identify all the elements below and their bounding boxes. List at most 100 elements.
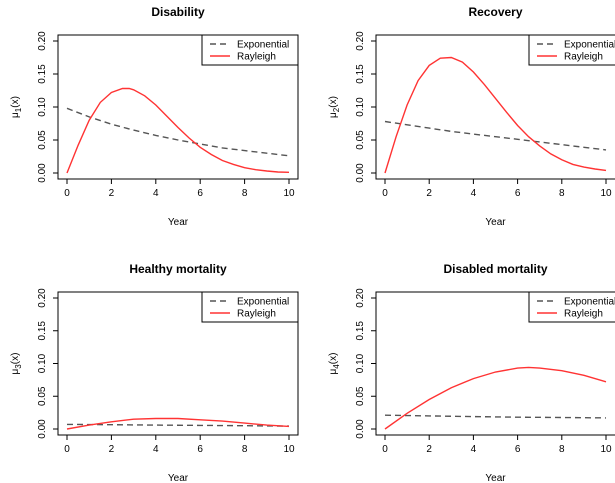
chart-panel-2: Recovery 0 2 4 6 8 10 0.00 0.05 0.10 0.15 0.20 Year μ… [328,5,615,228]
y-tick-label: 0.00 [355,163,366,183]
y-tick-label: 0.05 [37,130,48,150]
series-group [384,56,607,174]
legend-label: Rayleigh [564,52,603,63]
y-axis-label: μ1(x) [10,96,23,118]
legend-label: Rayleigh [237,52,276,63]
legend-box [528,291,615,323]
y-axis-label-subscript: 3 [14,364,23,369]
y-tick-label: 0.05 [355,386,366,406]
y-axis-label-argument: (x) [10,96,21,108]
x-tick-label: 2 [109,188,115,199]
x-axis-label: Year [485,217,506,228]
x-tick-label: 6 [197,188,203,199]
legend-box [528,34,615,66]
y-tick-label: 0.20 [355,288,366,308]
panel-title: Healthy mortality [129,262,227,276]
series-line-rayleigh [66,87,290,174]
y-axis-label-symbol: μ [328,368,339,374]
x-tick-label: 8 [242,444,248,455]
y-tick-label: 0.05 [37,386,48,406]
y-axis-label-argument: (x) [328,96,339,108]
chart-panel-3: Healthy mortality 0 2 4 6 8 10 0.00 0.05 0.10 0.15… [10,262,299,483]
x-tick-label: 4 [471,188,477,199]
series-group [384,366,607,430]
y-axis-label: μ2(x) [328,96,341,118]
x-tick-label: 6 [197,444,203,455]
y-axis-label-symbol: μ [10,112,21,118]
y-axis-label-symbol: μ [10,368,21,374]
x-tick-label: 4 [153,444,159,455]
series-line-rayleigh [384,56,607,174]
legend-label: Rayleigh [237,309,276,320]
y-axis-label-symbol: μ [328,112,339,118]
legend-box [201,291,299,323]
y-tick-label: 0.10 [37,97,48,117]
x-tick-label: 6 [515,188,521,199]
panel-title: Disabled mortality [443,262,547,276]
series-line-exponential [384,120,607,151]
y-tick-label: 0.10 [37,353,48,373]
y-axis-label-argument: (x) [328,353,339,365]
series-group [66,87,290,174]
x-tick-label: 10 [283,188,295,199]
y-tick-label: 0.15 [355,321,366,341]
legend-label: Exponential [237,297,289,308]
y-axis-label-subscript: 1 [14,107,23,112]
y-tick-label: 0.10 [355,353,366,373]
y-tick-label: 0.15 [37,64,48,84]
x-tick-label: 4 [471,444,477,455]
x-tick-label: 10 [600,188,612,199]
y-tick-label: 0.10 [355,97,366,117]
legend-label: Exponential [564,297,615,308]
panel-title: Disability [151,5,205,19]
x-axis-label: Year [485,473,506,483]
legend-box [201,34,299,66]
legend-label: Rayleigh [564,309,603,320]
series-line-exponential [66,423,290,427]
panel-title: Recovery [468,5,522,19]
legend-label: Exponential [564,40,615,51]
y-tick-label: 0.20 [355,31,366,51]
y-tick-label: 0.20 [37,31,48,51]
series-group [66,417,290,430]
y-tick-label: 0.15 [355,64,366,84]
x-tick-label: 6 [515,444,521,455]
x-axis-label: Year [168,473,189,483]
series-line-rayleigh [66,417,290,430]
y-tick-label: 0.20 [37,288,48,308]
y-axis-label-argument: (x) [10,353,21,365]
series-line-exponential [384,414,607,419]
x-axis-label: Year [168,217,189,228]
series-line-exponential [66,107,290,157]
chart-panel-1: Disability 0 2 4 6 8 10 0.00 0.05 0.10 0.15 0.20 Yea… [10,5,299,228]
legend-label: Exponential [237,40,289,51]
y-axis-label-subscript: 2 [332,107,341,112]
x-tick-label: 2 [426,444,432,455]
x-tick-label: 2 [426,188,432,199]
y-axis-label: μ4(x) [328,353,341,375]
y-tick-label: 0.15 [37,321,48,341]
y-tick-label: 0.05 [355,130,366,150]
y-axis-label-subscript: 4 [332,364,341,369]
x-tick-label: 4 [153,188,159,199]
y-tick-label: 0.00 [37,419,48,439]
x-tick-label: 0 [382,188,388,199]
y-tick-label: 0.00 [355,419,366,439]
y-tick-label: 0.00 [37,163,48,183]
chart-panel-4: Disabled mortality 0 2 4 6 8 10 0.00 0.05 0.10 0.1… [328,262,615,483]
y-axis-label: μ3(x) [10,353,23,375]
x-tick-label: 10 [600,444,612,455]
x-tick-label: 0 [382,444,388,455]
series-line-rayleigh [384,366,607,430]
x-tick-label: 10 [283,444,295,455]
x-tick-label: 2 [109,444,115,455]
x-tick-label: 8 [559,188,565,199]
x-tick-label: 0 [64,188,70,199]
x-tick-label: 8 [559,444,565,455]
x-tick-label: 0 [64,444,70,455]
